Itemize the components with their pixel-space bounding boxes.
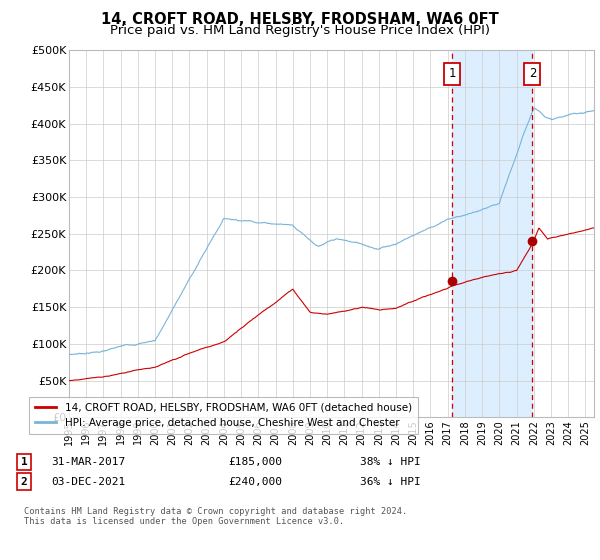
- Bar: [452, 50, 532, 417]
- Text: 2: 2: [529, 67, 536, 81]
- Legend: 14, CROFT ROAD, HELSBY, FRODSHAM, WA6 0FT (detached house), HPI: Average price, : 14, CROFT ROAD, HELSBY, FRODSHAM, WA6 0F…: [29, 396, 418, 435]
- Text: 03-DEC-2021: 03-DEC-2021: [51, 477, 125, 487]
- Text: 38% ↓ HPI: 38% ↓ HPI: [360, 457, 421, 467]
- Text: 14, CROFT ROAD, HELSBY, FRODSHAM, WA6 0FT: 14, CROFT ROAD, HELSBY, FRODSHAM, WA6 0F…: [101, 12, 499, 27]
- Text: Contains HM Land Registry data © Crown copyright and database right 2024.
This d: Contains HM Land Registry data © Crown c…: [24, 507, 407, 526]
- Text: 1: 1: [20, 457, 28, 467]
- Text: 1: 1: [448, 67, 456, 81]
- Text: Price paid vs. HM Land Registry's House Price Index (HPI): Price paid vs. HM Land Registry's House …: [110, 24, 490, 37]
- Text: 36% ↓ HPI: 36% ↓ HPI: [360, 477, 421, 487]
- Text: 2: 2: [20, 477, 28, 487]
- Text: 31-MAR-2017: 31-MAR-2017: [51, 457, 125, 467]
- Text: £185,000: £185,000: [228, 457, 282, 467]
- Text: £240,000: £240,000: [228, 477, 282, 487]
